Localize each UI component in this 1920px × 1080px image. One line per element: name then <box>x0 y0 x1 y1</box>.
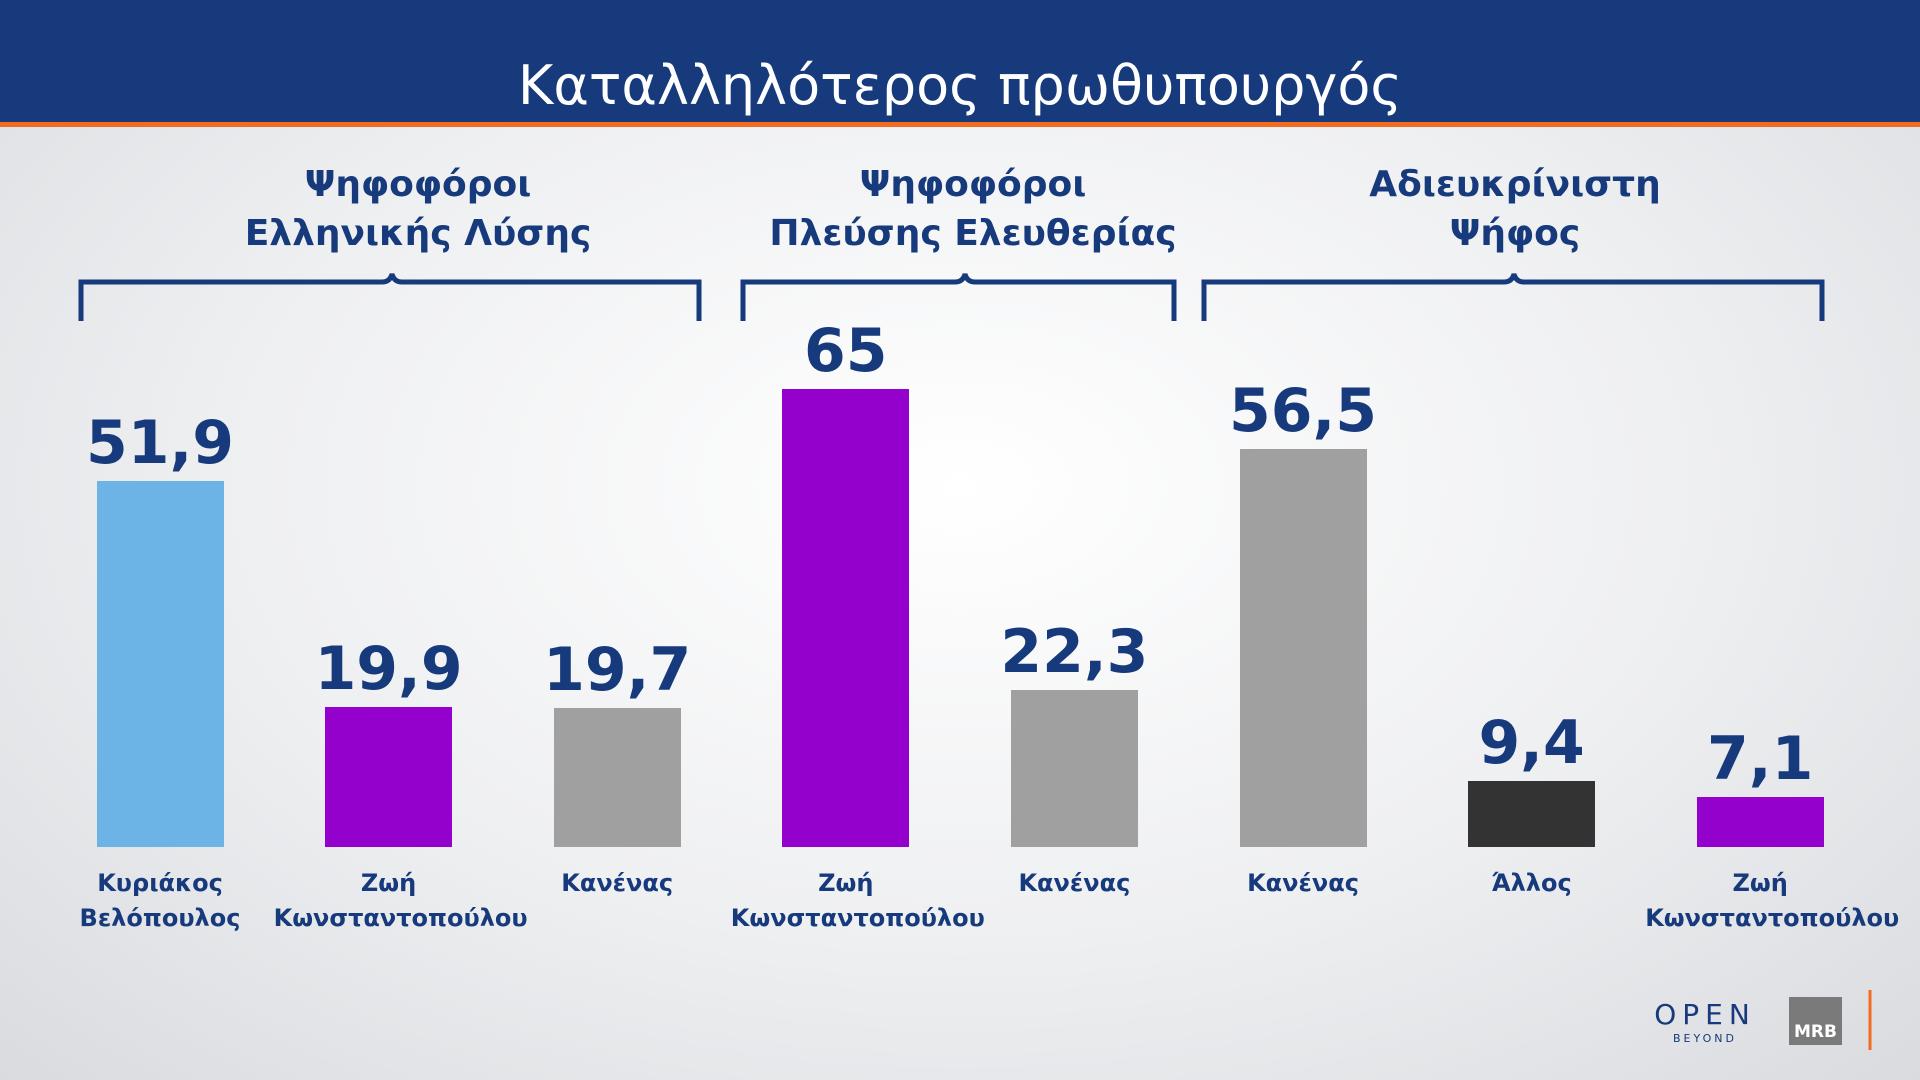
category-label: Κανένας <box>561 869 674 897</box>
source-logo: MRB <box>1794 1022 1837 1042</box>
category-label: Κανένας <box>1018 869 1131 897</box>
category-label: Ζωή Κωνσταντοπούλου <box>273 869 528 932</box>
group-title: Αδιευκρίνιστη Ψήφος <box>1369 164 1661 254</box>
value-label: 7,1 <box>1707 723 1814 794</box>
category-label: Άλλος <box>1491 869 1572 897</box>
group-title: Ψηφοφόροι Πλεύσης Ελευθερίας <box>769 164 1177 254</box>
bar <box>553 708 681 847</box>
value-label: 51,9 <box>85 408 235 479</box>
value-label: 19,7 <box>543 635 692 706</box>
value-label: 9,4 <box>1478 707 1585 778</box>
category-label: Ζωή Κωνσταντοπούλου <box>730 869 985 932</box>
bar <box>1696 796 1824 847</box>
bar <box>782 388 910 847</box>
bar <box>1239 448 1367 847</box>
bar <box>1468 780 1596 847</box>
brand-sub: BEYOND <box>1673 1032 1737 1045</box>
category-label: Κυριάκος Βελόπουλος <box>79 869 241 932</box>
value-label: 19,9 <box>314 633 463 704</box>
value-label: 56,5 <box>1228 375 1378 446</box>
group-title: Ψηφοφόροι Ελληνικής Λύσης <box>244 164 592 254</box>
value-label: 22,3 <box>1000 616 1149 687</box>
brand-logo: OPEN <box>1654 998 1756 1031</box>
title: Καταλληλότερος πρωθυπουργός <box>517 54 1403 117</box>
category-label: Ζωή Κωνσταντοπούλου <box>1645 869 1900 932</box>
value-label: 65 <box>804 315 888 386</box>
bar <box>325 706 453 847</box>
bar <box>96 481 224 847</box>
category-label: Κανένας <box>1247 869 1359 897</box>
bar <box>1010 689 1138 847</box>
header-band <box>0 0 1920 127</box>
